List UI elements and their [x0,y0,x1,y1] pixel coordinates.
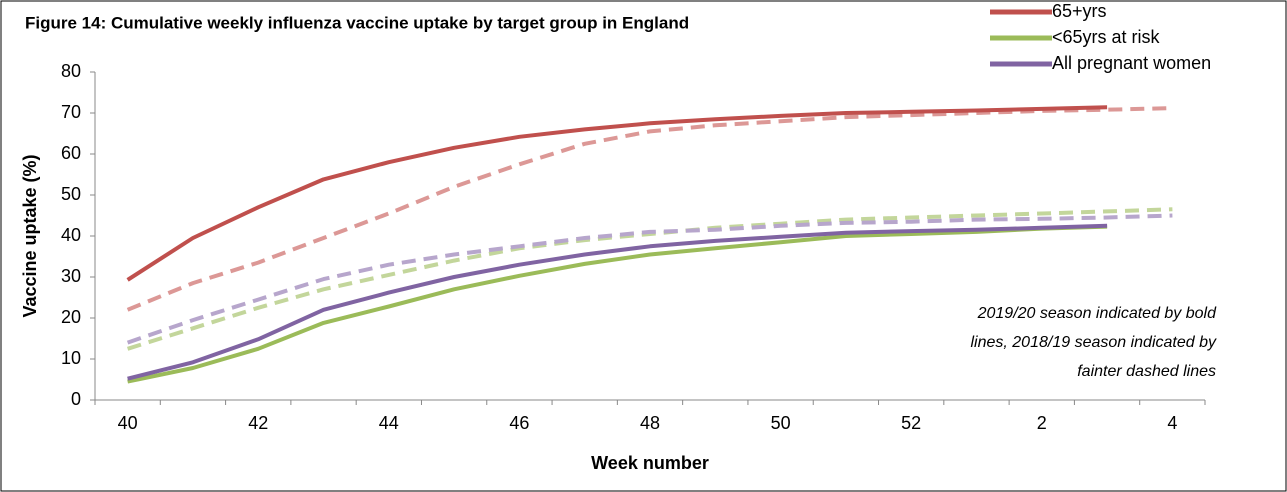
x-tick-label: 4 [1167,413,1177,433]
x-tick-label: 40 [118,413,138,433]
series-line-dashed [127,207,1173,351]
chart-title: Figure 14: Cumulative weekly influenza v… [25,13,689,32]
x-tick-label: 2 [1037,413,1047,433]
y-tick-label: 70 [61,102,81,122]
y-tick-label: 40 [61,225,81,245]
y-tick-label: 20 [61,307,81,327]
x-tick-label: 48 [640,413,660,433]
series-line [127,223,1108,381]
x-tick-label: 50 [771,413,791,433]
legend-label: All pregnant women [1052,53,1211,73]
y-tick-label: 0 [71,389,81,409]
series-line [126,105,1108,282]
y-tick-label: 50 [61,184,81,204]
y-tick-label: 60 [61,143,81,163]
annotation: lines, 2018/19 season indicated by [970,334,1217,351]
x-axis-label: Week number [591,453,709,473]
x-tick-label: 46 [509,413,529,433]
legend-label: 65+yrs [1052,1,1107,21]
y-tick-label: 30 [61,266,81,286]
y-axis-label: Vaccine uptake (%) [20,154,40,317]
legend-label: <65yrs at risk [1052,27,1161,47]
x-tick-label: 52 [901,413,921,433]
annotation: fainter dashed lines [1077,363,1216,380]
x-tick-label: 44 [379,413,399,433]
series-line [127,224,1108,384]
annotation: 2019/20 season indicated by bold [977,305,1218,322]
y-tick-label: 10 [61,348,81,368]
x-tick-label: 42 [248,413,268,433]
series-line-dashed [126,213,1173,345]
series-line-dashed [126,106,1173,312]
y-tick-label: 80 [61,61,81,81]
